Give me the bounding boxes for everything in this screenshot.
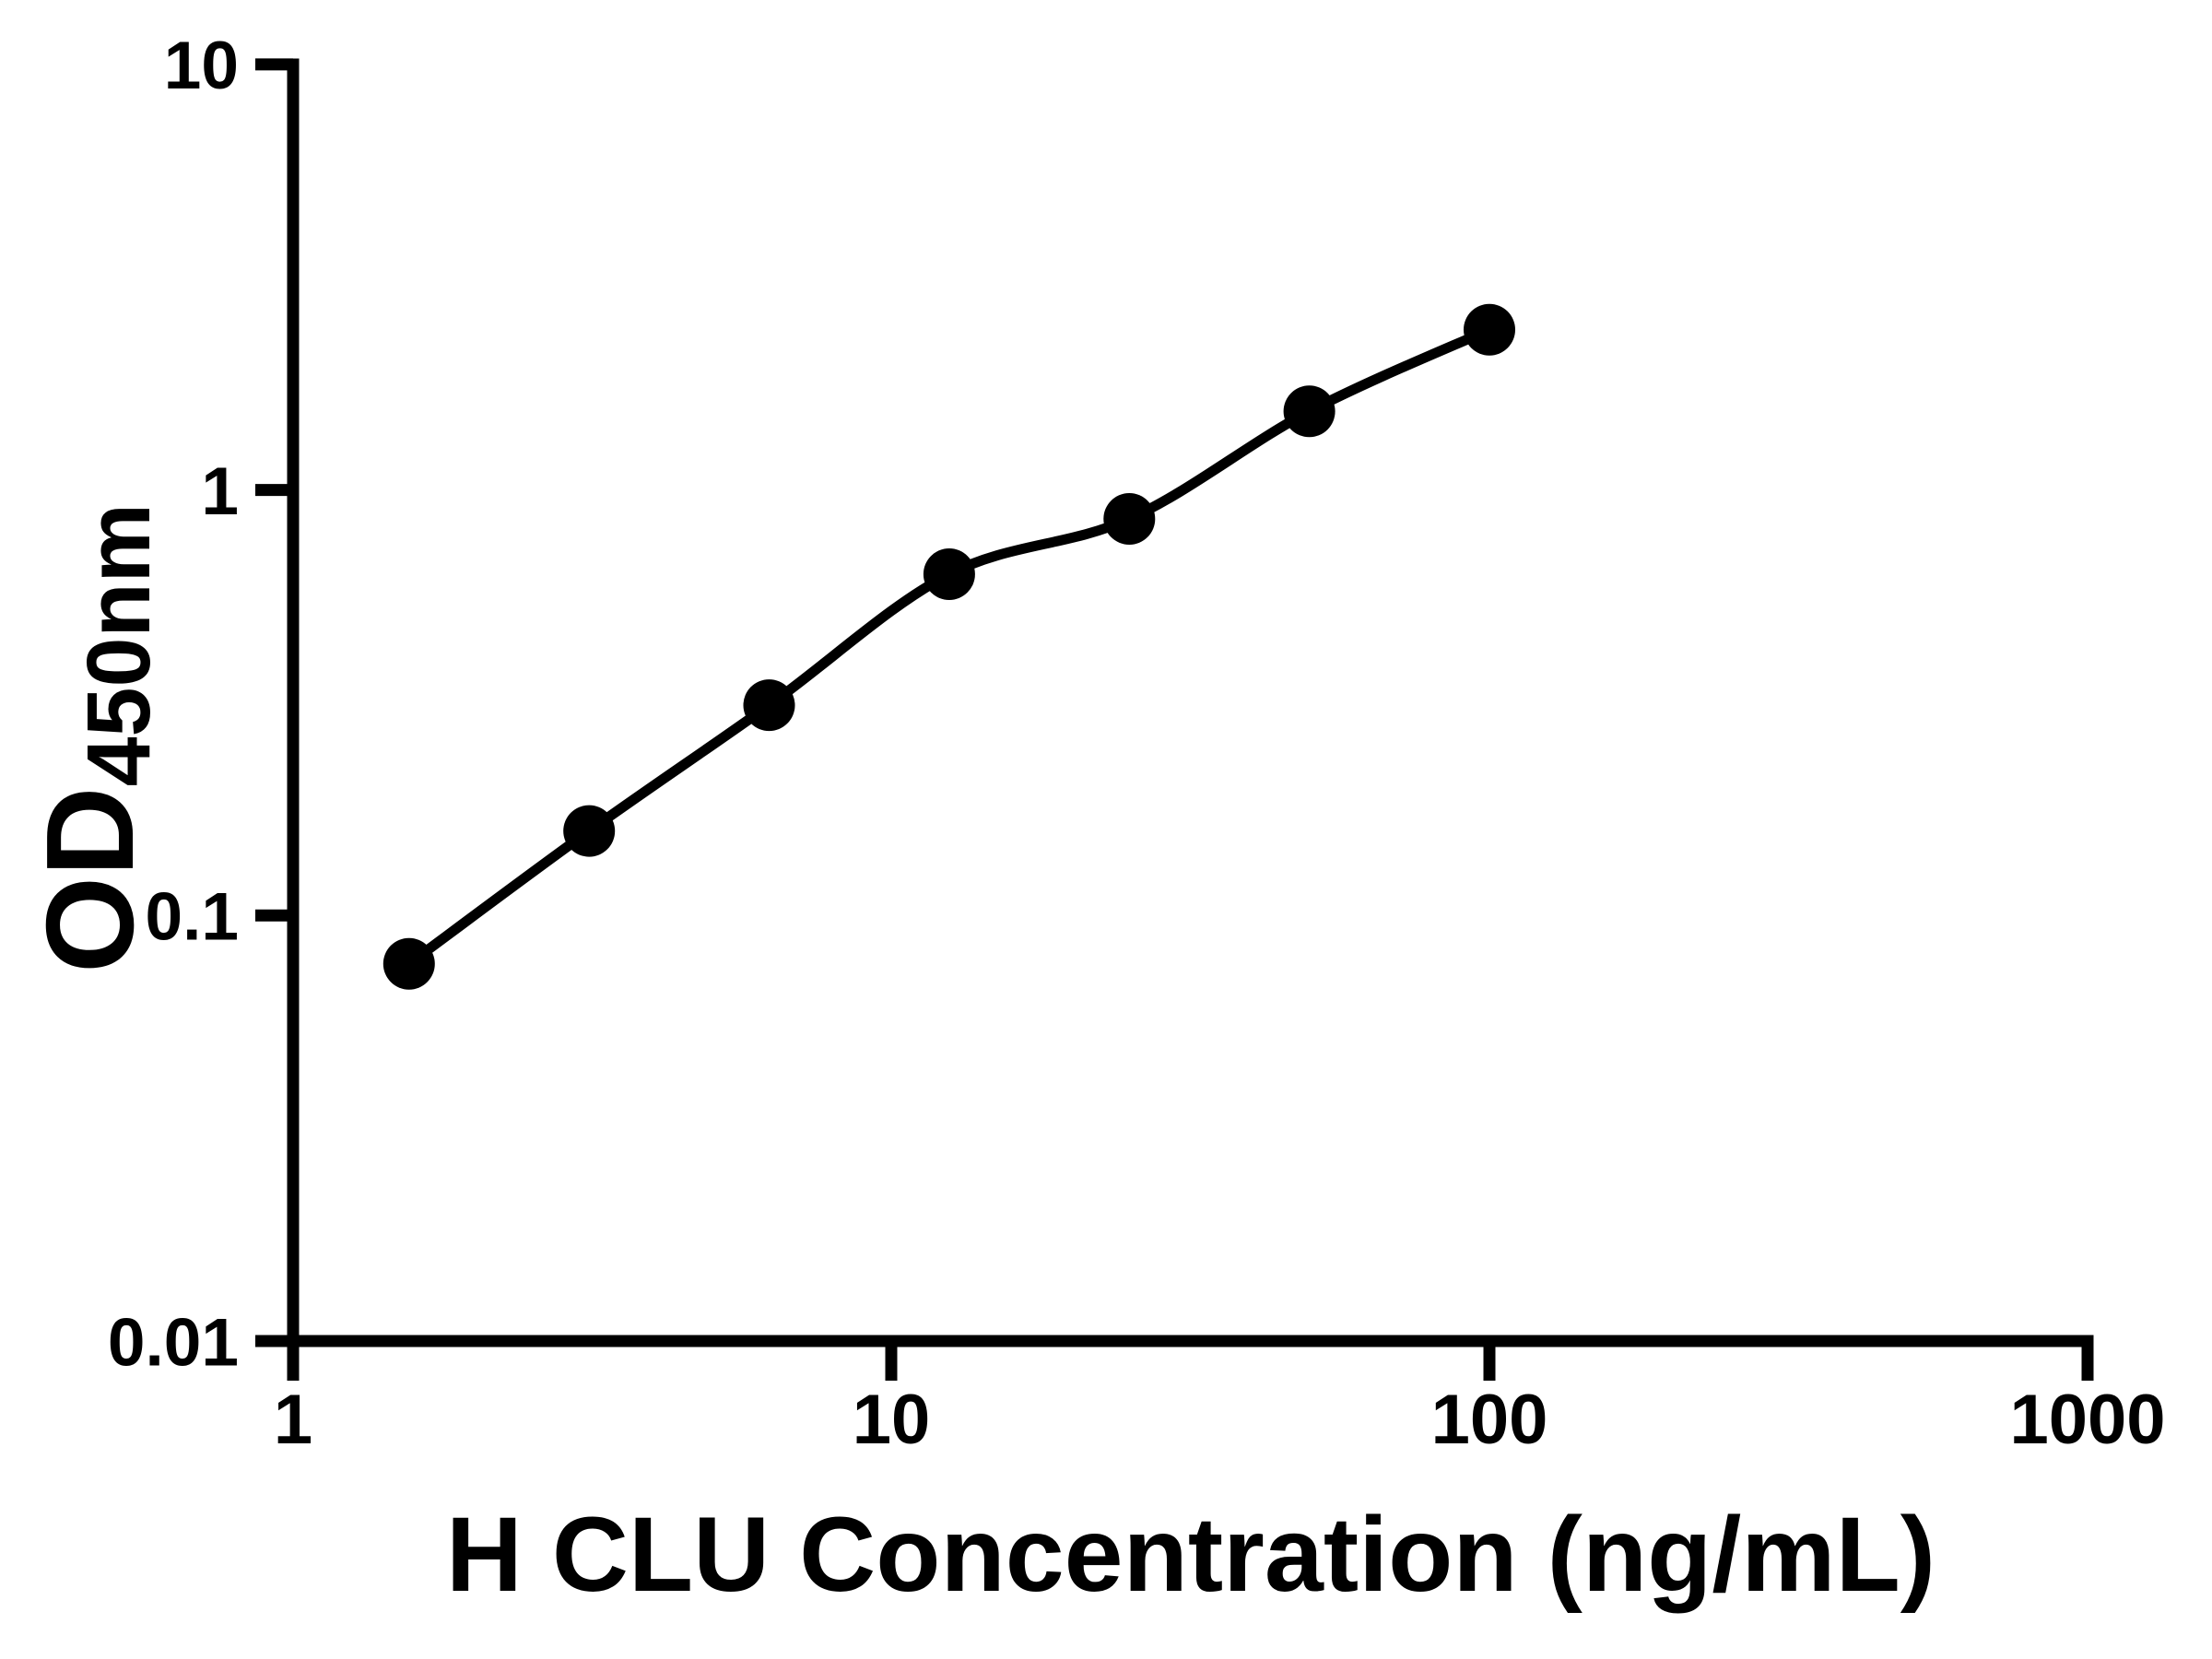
- data-point: [923, 548, 975, 600]
- data-point: [1464, 303, 1515, 356]
- data-point: [1283, 385, 1335, 438]
- y-axis-title-subscript: 450nm: [68, 503, 169, 787]
- data-point: [382, 937, 435, 990]
- data-point: [743, 679, 795, 732]
- data-point: [563, 805, 616, 857]
- x-tick-label: 10: [853, 1381, 931, 1459]
- data-point: [1103, 493, 1156, 545]
- y-tick-label: 10: [164, 29, 239, 103]
- y-tick-label: 1: [201, 454, 239, 529]
- y-tick-label: 0.1: [146, 880, 239, 955]
- y-axis-title: OD450nm: [12, 416, 169, 1061]
- y-axis-title-main: OD: [20, 786, 159, 973]
- y-tick-label: 0.01: [108, 1305, 239, 1380]
- x-tick-label: 100: [1431, 1381, 1548, 1459]
- x-tick-label: 1: [274, 1381, 312, 1459]
- x-axis-title: H CLU Concentration (ng/mL): [445, 1496, 1936, 1614]
- x-tick-label: 1000: [2009, 1381, 2165, 1459]
